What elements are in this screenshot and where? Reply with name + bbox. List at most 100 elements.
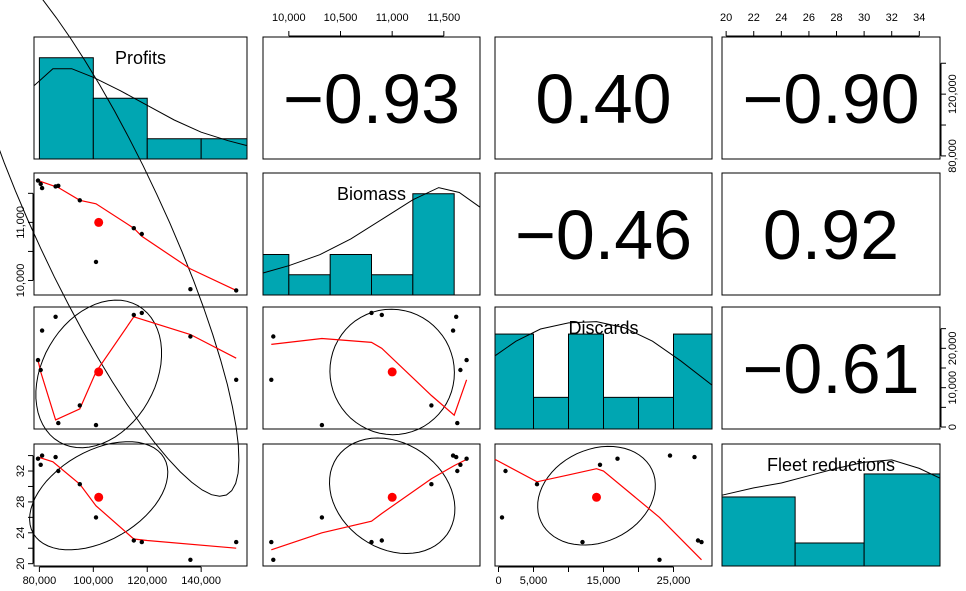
- data-point-r2-c1-8: [369, 310, 374, 316]
- data-point-r2-c1-10: [269, 377, 274, 382]
- mean-point-r2-c0: [94, 367, 104, 377]
- data-point-r3-c1-1: [458, 462, 463, 467]
- left-tick-label-r1-0: 10,000: [15, 264, 27, 298]
- data-point-r3-c1-0: [464, 456, 469, 461]
- left-tick-label-r3-3: 32: [15, 465, 27, 477]
- data-point-r3-c0-2: [39, 453, 45, 458]
- histogram-bar-fleet-reductions-1: [794, 542, 865, 567]
- panel-frame-r2-c3: [721, 306, 941, 430]
- correlation-ellipse-r2-c1: [329, 308, 455, 436]
- data-point-r3-c2-8: [699, 539, 704, 545]
- right-tick-label-r2-0: 0: [947, 424, 959, 430]
- data-point-r3-c0-3: [53, 454, 58, 460]
- correlation-label-r2-c3: −0.61: [742, 330, 919, 408]
- data-point-r2-c0-8: [139, 310, 144, 316]
- loess-line-r1-c0: [37, 180, 237, 291]
- right-tick-label-r2-2: 20,000: [947, 331, 959, 365]
- data-point-r3-c0-6: [93, 515, 99, 520]
- data-point-r2-c0-6: [93, 422, 99, 428]
- loess-line-r2-c0: [37, 316, 237, 421]
- bottom-tick-label-c2-1: 5,000: [520, 575, 548, 587]
- data-point-r1-c0-8: [139, 231, 144, 237]
- variable-title-fleet-reductions: Fleet reductions: [767, 455, 895, 475]
- variable-title-discards: Discards: [568, 318, 638, 338]
- data-point-r3-c2-5: [534, 482, 540, 487]
- data-point-r3-c2-6: [499, 515, 505, 520]
- data-point-r2-c0-1: [38, 367, 43, 373]
- left-tick-label-r1-1: 11,000: [15, 206, 27, 239]
- top-tick-label-c1-2: 11,000: [376, 12, 409, 24]
- data-point-r3-c2-3: [692, 454, 697, 460]
- data-point-r3-c0-10: [234, 539, 239, 545]
- density-curve-fleet-reductions: [721, 459, 941, 496]
- left-tick-label-r3-1: 24: [15, 527, 27, 539]
- data-point-r2-c0-0: [35, 357, 41, 363]
- top-tick-label-c3-0: 20: [720, 12, 732, 24]
- data-point-r3-c2-0: [615, 456, 620, 461]
- correlation-label-r1-c2: −0.46: [515, 196, 692, 274]
- histogram-bar-biomass-1: [288, 274, 331, 296]
- data-point-r2-c1-2: [450, 328, 456, 333]
- top-tick-label-c3-2: 24: [775, 12, 787, 24]
- panel-frame-r1-c2: [494, 172, 713, 296]
- top-tick-label-c3-4: 28: [830, 12, 842, 24]
- mean-point-r2-c1: [387, 367, 397, 377]
- data-point-r1-c0-10: [234, 288, 239, 293]
- data-point-r1-c0-5: [77, 198, 83, 203]
- top-tick-label-c3-1: 22: [748, 12, 760, 24]
- data-point-r3-c0-5: [77, 482, 83, 487]
- data-point-r3-c1-8: [369, 539, 374, 545]
- top-tick-label-c1-3: 11,500: [427, 12, 460, 24]
- data-point-r2-c1-0: [464, 357, 469, 363]
- histogram-bar-discards-0: [494, 333, 534, 430]
- correlation-ellipse-r2-c0: [35, 299, 162, 449]
- panel-frame-r2-c0: [33, 306, 248, 430]
- correlation-label-r1-c3: 0.92: [763, 196, 899, 274]
- data-point-r3-c0-8: [139, 539, 144, 545]
- bottom-tick-label-c2-0: 0: [495, 575, 501, 587]
- loess-line-r2-c1: [271, 337, 468, 417]
- histogram-bar-biomass-0: [262, 253, 290, 296]
- data-point-r3-c1-4: [455, 468, 460, 474]
- panel-frame-r3-c2: [494, 443, 713, 567]
- histogram-bar-biomass-3: [371, 274, 414, 296]
- data-point-r3-c1-9: [271, 557, 276, 562]
- data-point-r3-c2-2: [667, 453, 673, 458]
- panel-frame-r1-c3: [721, 172, 941, 296]
- data-point-r2-c1-4: [455, 420, 460, 426]
- mean-point-r3-c0: [94, 492, 104, 502]
- data-point-r1-c0-2: [39, 185, 45, 191]
- data-point-r1-c0-4: [56, 183, 61, 188]
- mean-point-r3-c1: [387, 492, 397, 502]
- data-point-r3-c2-1: [597, 462, 603, 467]
- right-tick-label-r0-0: 80,000: [947, 139, 959, 173]
- panel-frame-r2-c1: [262, 306, 481, 430]
- data-point-r1-c0-9: [188, 287, 193, 292]
- right-tick-label-r2-1: 10,000: [947, 371, 959, 405]
- data-point-r3-c0-4: [56, 468, 61, 474]
- data-point-r3-c0-1: [38, 462, 43, 467]
- data-point-r1-c0-6: [93, 259, 99, 265]
- correlation-ellipse-r3-c2: [537, 445, 656, 546]
- bottom-tick-label-c0-2: 120,000: [127, 575, 167, 587]
- data-point-r3-c2-10: [580, 539, 585, 545]
- bottom-tick-label-c0-1: 100,000: [73, 575, 113, 587]
- variable-title-biomass: Biomass: [337, 184, 406, 204]
- data-point-r3-c1-7: [379, 538, 384, 543]
- data-point-r2-c0-4: [56, 420, 61, 426]
- data-point-r3-c2-9: [657, 557, 662, 562]
- bottom-tick-label-c0-3: 140,000: [181, 575, 221, 587]
- data-point-r2-c0-5: [77, 403, 83, 408]
- data-point-r1-c0-0: [35, 178, 41, 183]
- panel-frame-r0-c1: [262, 36, 481, 160]
- histogram-bar-discards-4: [638, 396, 674, 430]
- histogram-bar-fleet-reductions-2: [863, 473, 941, 567]
- top-tick-label-c3-7: 34: [913, 12, 925, 24]
- data-point-r1-c0-7: [131, 226, 136, 231]
- data-point-r2-c1-7: [379, 312, 384, 318]
- data-point-r3-c1-10: [269, 539, 274, 545]
- data-point-r3-c0-9: [188, 557, 193, 562]
- data-point-r3-c1-3: [454, 454, 459, 460]
- bottom-tick-label-c2-3: 25,000: [657, 575, 691, 587]
- left-tick-label-r3-0: 20: [15, 558, 27, 570]
